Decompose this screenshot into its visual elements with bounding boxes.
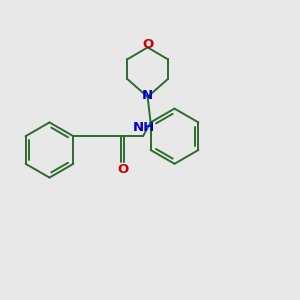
Text: O: O bbox=[142, 38, 153, 51]
Text: N: N bbox=[142, 89, 153, 103]
Text: NH: NH bbox=[133, 121, 155, 134]
Text: O: O bbox=[117, 163, 128, 176]
